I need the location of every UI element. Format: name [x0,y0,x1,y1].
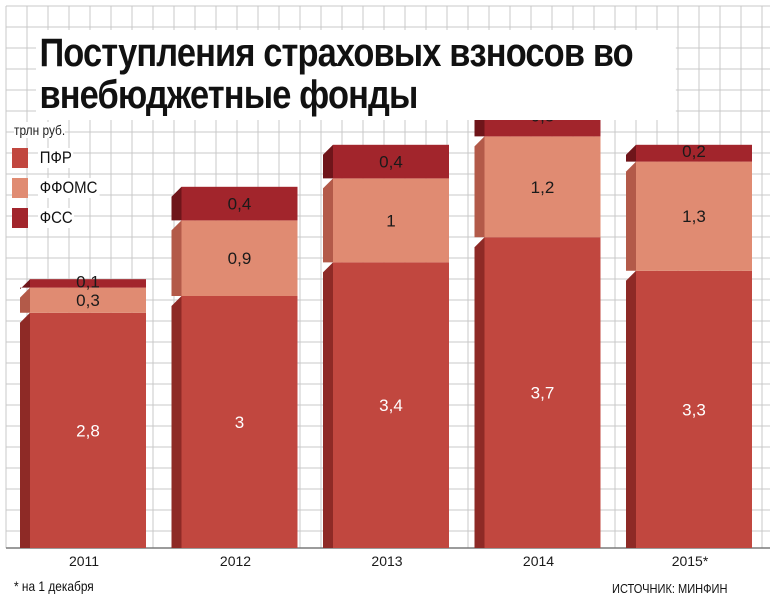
bar-segment [484,136,601,238]
bar-segment-side [323,178,333,263]
bar-segment [30,312,146,548]
legend: ПФР ФФОМС ФСС [8,146,108,236]
unit-label: трлн руб. [14,122,66,138]
bar-value-label: 0,4 [379,153,403,172]
bar-segment-side [20,287,30,313]
bar-segment-side [474,237,485,548]
bar-segment [30,279,146,288]
x-tick-label: 2013 [371,553,402,569]
bar-segment [636,161,752,271]
bar-segment [181,296,298,548]
bar-value-label: 0,1 [76,272,100,291]
bar-value-label: 0,4 [228,195,252,214]
bar-segment-side [626,270,636,548]
bar-segment [333,178,449,263]
legend-label-ffoms: ФФОМС [38,178,100,198]
legend-swatch-fss [12,208,28,228]
bar-segment [636,270,752,548]
bar-segment-side [171,296,182,548]
bar-segment-side [171,220,182,296]
legend-swatch-ffoms [12,178,28,198]
source-note: ИСТОЧНИК: МИНФИН [612,581,728,596]
bar-segment [181,186,298,221]
bar-segment-side [20,312,30,548]
bar-segment [484,237,601,548]
bar-segment-side [323,262,333,548]
bar-value-label: 3,3 [682,400,706,419]
bar-value-label: 1 [386,211,395,230]
bar-value-label: 0,9 [228,249,252,268]
bar-segment [181,220,298,296]
bar-segment-side [323,144,333,179]
bar-segment-side [20,279,30,290]
bar-value-label: 3 [235,413,244,432]
x-tick-label: 2011 [69,553,99,569]
bar-value-label: 0,2 [682,142,706,161]
bar-value-label: 2,8 [76,421,100,440]
bar-segment [30,287,146,313]
bar-value-label: 1,3 [682,207,706,226]
chart-title: Поступления страховых взносов во внебюдж… [36,30,676,120]
legend-item-fss: ФСС [8,206,108,236]
x-tick-label: 2015* [672,553,709,569]
bar-segment [333,262,449,548]
bar-value-label: 3,7 [531,384,555,403]
footnote: * на 1 декабря [14,578,94,594]
bars: 2,8 0,30,1 2011 3 0,9 0,4 2012 3,4 1 0,4 2013 3,7 1,… [20,94,752,569]
bar-segment-side [171,186,182,221]
legend-label-fss: ФСС [38,208,75,228]
legend-item-pfr: ПФР [8,146,108,176]
bar-segment [333,144,449,179]
x-tick-label: 2014 [523,553,554,569]
bar-value-label: 0,3 [76,291,100,310]
bar-segment [636,144,752,162]
bar-segment-side [626,144,636,162]
legend-swatch-pfr [12,148,28,168]
bar-segment-side [626,161,636,271]
legend-item-ffoms: ФФОМС [8,176,108,206]
legend-label-pfr: ПФР [38,148,74,168]
bar-value-label: 3,4 [379,396,403,415]
x-tick-label: 2012 [220,553,251,569]
bar-segment-side [474,136,485,238]
bar-value-label: 1,2 [531,178,555,197]
